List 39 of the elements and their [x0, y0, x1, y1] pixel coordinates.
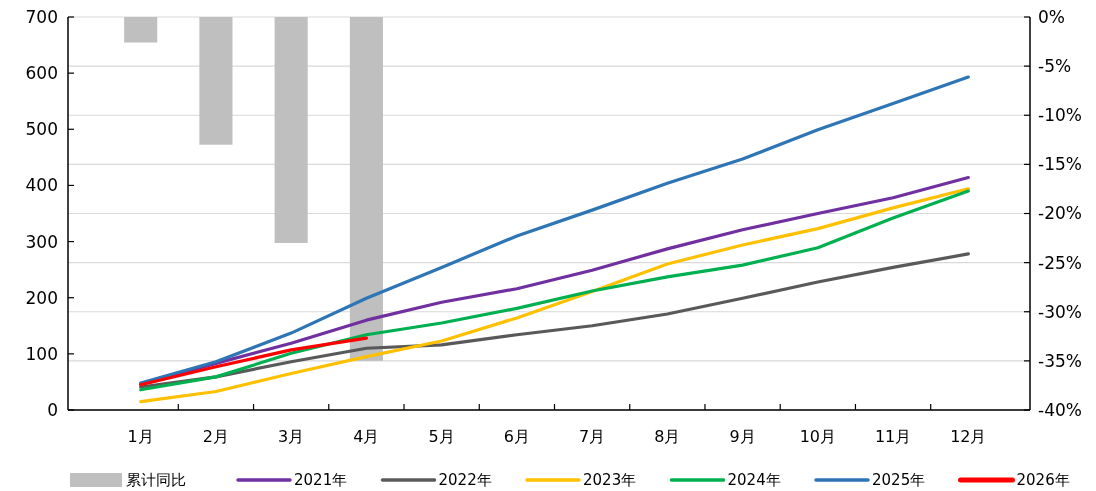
- y-tick-label: 700: [25, 6, 58, 27]
- legend-label: 2024年: [727, 471, 781, 490]
- y-tick-label: 0: [47, 399, 58, 420]
- line-series: [139, 252, 970, 389]
- x-tick-label: 12月: [950, 427, 987, 446]
- x-tick-label: 5月: [428, 427, 455, 446]
- legend-label: 2022年: [438, 471, 492, 490]
- x-tick-label: 4月: [353, 427, 380, 446]
- x-tick-label: 1月: [127, 427, 154, 446]
- x-tick-label: 3月: [278, 427, 305, 446]
- x-tick-label: 7月: [579, 427, 606, 446]
- y-tick-label: 400: [25, 175, 58, 196]
- x-tick-label: 8月: [654, 427, 681, 446]
- y2-tick-label: -15%: [1038, 154, 1082, 175]
- y2-tick-label: -25%: [1038, 252, 1082, 273]
- y2-tick-label: -5%: [1038, 56, 1072, 77]
- legend-label: 2023年: [583, 471, 637, 490]
- y-tick-label: 500: [25, 119, 58, 140]
- y2-tick-label: 0%: [1038, 6, 1065, 27]
- legend-label: 2021年: [294, 471, 348, 490]
- y2-tick-label: -40%: [1038, 399, 1082, 420]
- x-tick-label: 10月: [799, 427, 837, 446]
- x-tick-label: 11月: [874, 427, 912, 446]
- y2-tick-label: -20%: [1038, 203, 1082, 224]
- y-tick-label: 200: [25, 287, 58, 308]
- line-series: [139, 75, 970, 385]
- line-series: [139, 336, 368, 387]
- y-tick-label: 300: [25, 231, 58, 252]
- x-tick-label: 2月: [202, 427, 230, 446]
- y-tick-label: 600: [25, 63, 58, 84]
- y-tick-label: 100: [25, 343, 58, 364]
- legend-label: 2025年: [872, 471, 926, 490]
- x-tick-label: 9月: [729, 427, 756, 446]
- legend-label: 2026年: [1016, 471, 1070, 490]
- legend-label: 累计同比: [126, 471, 186, 490]
- y2-tick-label: -30%: [1038, 301, 1082, 322]
- x-tick-label: 6月: [503, 427, 530, 446]
- y2-tick-label: -35%: [1038, 350, 1082, 371]
- y2-tick-label: -10%: [1038, 105, 1082, 126]
